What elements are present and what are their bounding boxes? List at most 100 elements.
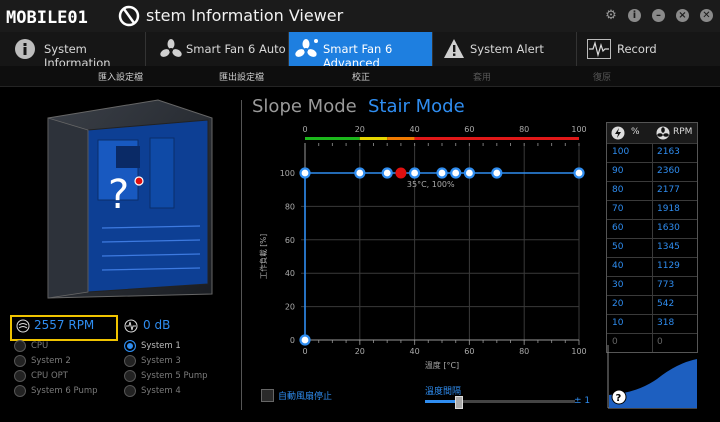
slope-mode-toggle[interactable]: Slope Mode	[252, 96, 357, 117]
fan-source-label: System 5 Pump	[141, 370, 208, 381]
top-tick-label: 60	[464, 125, 474, 134]
table-row[interactable]: 60 1630	[607, 219, 697, 238]
fan-curve-preview[interactable]: ?	[607, 345, 697, 409]
table-row[interactable]: 30 773	[607, 276, 697, 295]
apply-button[interactable]: 套用	[473, 73, 492, 83]
pc-case-illustration	[47, 99, 213, 299]
curve-control-point[interactable]	[381, 167, 393, 179]
fan-source-radio[interactable]	[14, 385, 26, 397]
tab-label: System Alert	[470, 42, 544, 56]
top-tick-label: 40	[410, 125, 420, 134]
maximize-icon[interactable]: ×	[676, 9, 689, 22]
curve-control-point[interactable]	[450, 167, 462, 179]
fan-source-label: System 3	[141, 355, 181, 366]
export-profile-button[interactable]: 匯出設定檔	[219, 73, 265, 83]
table-row[interactable]: 100 2163	[607, 143, 697, 162]
table-cell-percent: 40	[612, 261, 624, 271]
table-cell-percent: 0	[612, 337, 618, 347]
table-cell-rpm: 1630	[657, 223, 680, 233]
tab-smart-fan-advanced[interactable]: Smart Fan 6 Advanced	[289, 32, 433, 70]
tab-smart-fan-auto[interactable]: Smart Fan 6 Auto	[146, 32, 289, 66]
x-tick-label: 100	[571, 347, 586, 356]
fan-rpm-highlight	[10, 315, 118, 341]
table-cell-percent: 10	[612, 318, 624, 328]
table-row[interactable]: 10 318	[607, 314, 697, 333]
fan-icon	[656, 126, 670, 140]
auto-stop-checkbox[interactable]	[261, 389, 274, 402]
table-cell-rpm: 1345	[657, 242, 680, 252]
minimize-icon[interactable]: –	[652, 9, 665, 22]
temperature-band-segment	[305, 137, 360, 140]
table-divider	[652, 123, 653, 352]
top-tick-label: 80	[519, 125, 529, 134]
fan-source-radio[interactable]	[14, 340, 26, 352]
table-cell-rpm: 2360	[657, 166, 680, 176]
info-icon[interactable]: i	[628, 9, 641, 22]
auto-stop-label: 自動風扇停止	[278, 392, 333, 402]
undo-button[interactable]: 復原	[593, 73, 612, 83]
fan-source-radio[interactable]	[124, 355, 136, 367]
top-tick-label: 20	[355, 125, 365, 134]
main-tabs: System Information Smart Fan 6 Auto Smar…	[0, 32, 720, 70]
fan-source-label: CPU OPT	[31, 370, 68, 381]
table-row[interactable]: 90 2360	[607, 162, 697, 181]
curve-control-point[interactable]	[299, 334, 311, 346]
curve-control-point[interactable]	[573, 167, 585, 179]
x-axis-label: 溫度 [°C]	[425, 360, 459, 370]
table-cell-percent: 60	[612, 223, 624, 233]
y-tick-label: 20	[285, 303, 295, 312]
noise-icon	[124, 319, 138, 333]
x-tick-label: 0	[302, 347, 307, 356]
y-tick-label: 80	[285, 202, 295, 211]
fan-source-radio[interactable]	[124, 385, 136, 397]
table-row[interactable]: 50 1345	[607, 238, 697, 257]
fan-source-radio[interactable]	[124, 370, 136, 382]
fan-icon	[160, 39, 182, 57]
temp-interval-slider-track[interactable]	[425, 400, 575, 403]
fan-source-label: System 4	[141, 385, 181, 396]
stair-mode-toggle[interactable]: Stair Mode	[368, 96, 465, 117]
case-unknown-mark: ?	[108, 172, 130, 218]
noise-value: 0 dB	[143, 318, 171, 332]
tab-label: Smart Fan 6 Auto	[186, 42, 286, 56]
tab-system-alert[interactable]: System Alert	[433, 32, 577, 66]
fan-speed-table: % RPM 100 2163 90 2360 80 2177 70 1918 60 1630 50 134…	[606, 122, 698, 353]
calibrate-button[interactable]: 校正	[352, 73, 371, 83]
fan-rpm-value: 2557 RPM	[34, 318, 95, 332]
table-row[interactable]: 40 1129	[607, 257, 697, 276]
fan-curve-line	[304, 172, 579, 340]
import-profile-button[interactable]: 匯入設定檔	[98, 73, 144, 83]
fan-source-label: System 1	[141, 340, 181, 351]
tab-system-information[interactable]: System Information	[0, 32, 146, 70]
app-logo: MOBILE01	[6, 8, 88, 28]
curve-control-point[interactable]	[491, 167, 503, 179]
fan-source-radio[interactable]	[14, 370, 26, 382]
fan-curve-chart[interactable]: 0 20 40 60 80 100 0 20 40 60 80 100 0 20 40 60 80 100 溫度 […	[250, 124, 595, 379]
current-point-label: 35°C, 100%	[407, 180, 455, 189]
curve-control-point[interactable]	[409, 167, 421, 179]
table-row[interactable]: 80 2177	[607, 181, 697, 200]
temp-interval-slider-thumb[interactable]	[455, 396, 463, 409]
tab-record[interactable]: Record	[577, 32, 720, 66]
curve-control-point[interactable]	[354, 167, 366, 179]
title-bar: MOBILE01 stem Information Viewer ⚙ i – ×…	[0, 0, 720, 32]
temp-interval-value: ± 1	[574, 396, 591, 406]
fan-source-radio[interactable]	[124, 340, 136, 352]
curve-control-point[interactable]	[299, 167, 311, 179]
preview-unknown-mark: ?	[616, 393, 622, 404]
close-icon[interactable]: ✕	[700, 9, 713, 22]
temperature-band-segment	[359, 137, 388, 140]
settings-gear-icon[interactable]: ⚙	[605, 8, 617, 23]
curve-control-point[interactable]	[463, 167, 475, 179]
fan-source-radio[interactable]	[14, 355, 26, 367]
app-title: stem Information Viewer	[146, 6, 344, 25]
info-icon	[15, 39, 35, 59]
current-temperature-point	[395, 167, 407, 179]
table-row[interactable]: 20 542	[607, 295, 697, 314]
table-row[interactable]: 70 1918	[607, 200, 697, 219]
table-cell-percent: 80	[612, 185, 624, 195]
table-cell-percent: 100	[612, 147, 630, 157]
temperature-band-segment	[387, 137, 415, 140]
curve-control-point[interactable]	[436, 167, 448, 179]
